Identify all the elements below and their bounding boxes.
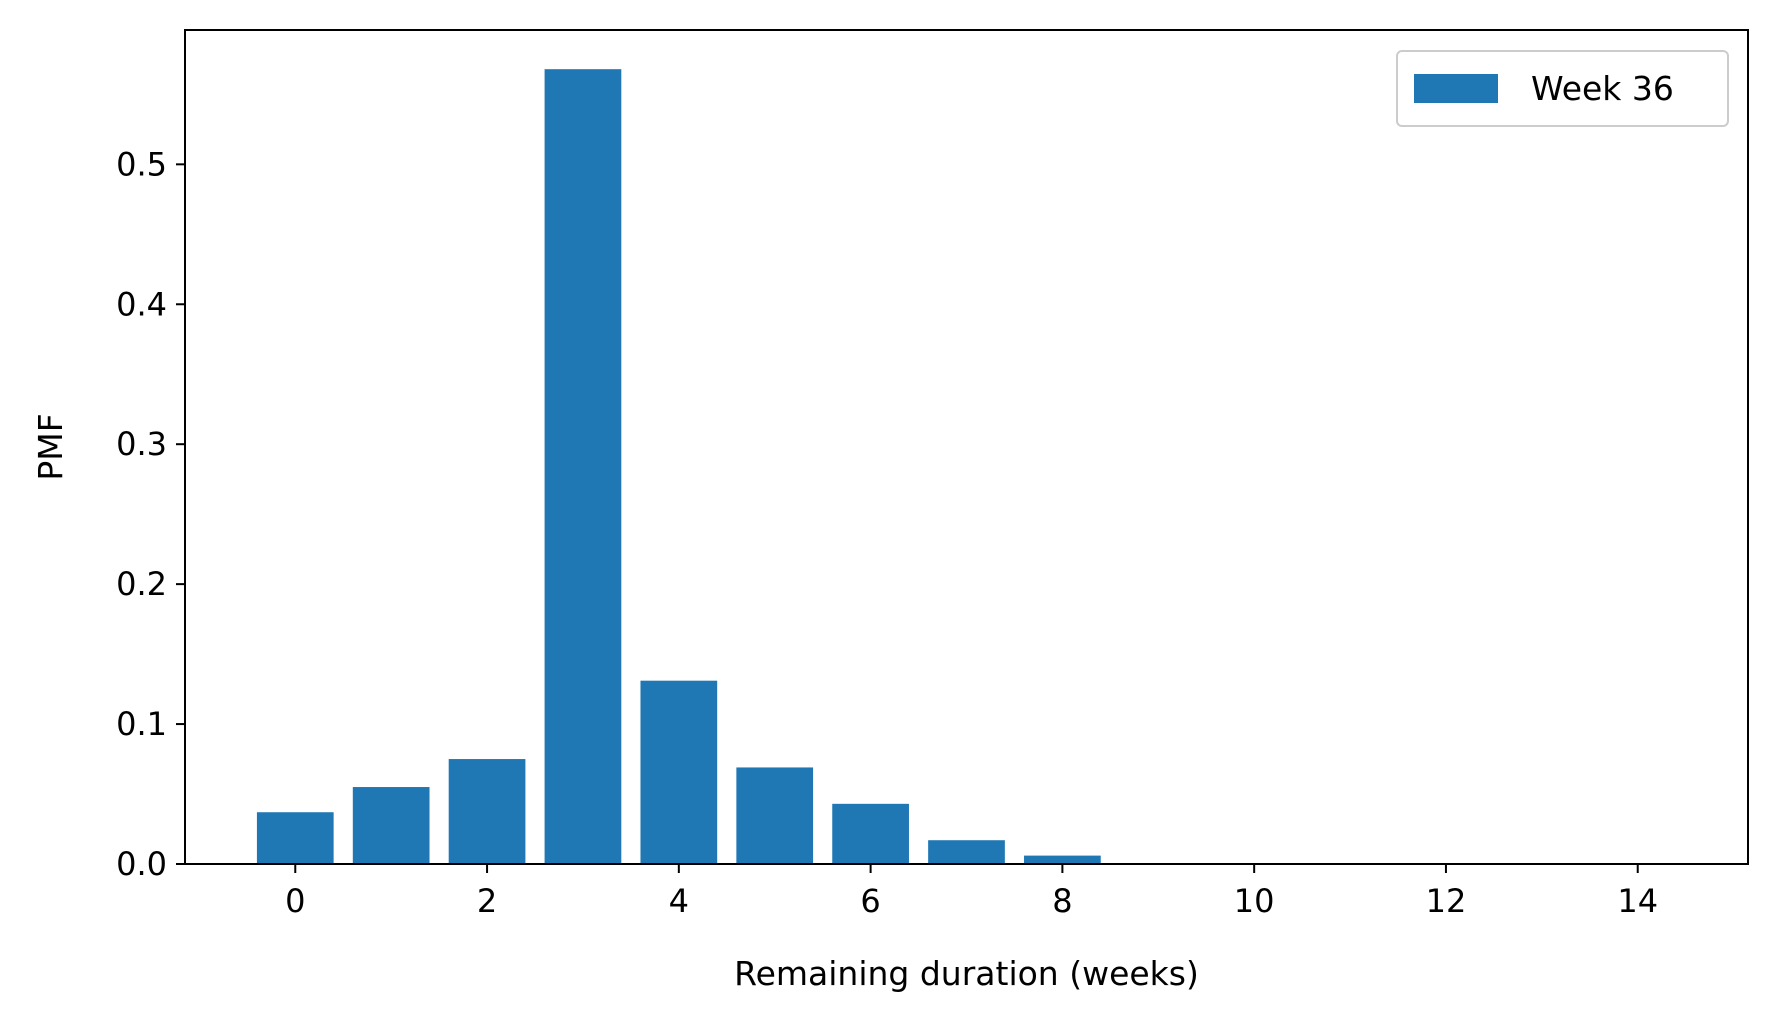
x-tick-label: 12 <box>1426 882 1467 920</box>
x-tick-label: 14 <box>1617 882 1658 920</box>
legend-label: Week 36 <box>1531 69 1674 108</box>
legend-swatch <box>1414 74 1498 103</box>
legend: Week 36 <box>1396 50 1729 127</box>
legend-box <box>1396 50 1729 127</box>
y-tick-label: 0.1 <box>116 705 167 743</box>
x-tick-label: 6 <box>860 882 880 920</box>
x-axis-ticks: 0 2 4 6 8 10 12 14 <box>285 864 1658 920</box>
bar-x-6 <box>832 803 909 864</box>
x-axis-label: Remaining duration (weeks) <box>734 954 1199 993</box>
y-tick-label: 0.2 <box>116 565 167 603</box>
x-tick-label: 10 <box>1234 882 1275 920</box>
y-tick-label: 0.3 <box>116 425 167 463</box>
plot-frame <box>184 29 1749 865</box>
y-tick-label: 0.5 <box>116 145 167 183</box>
bar-x-3 <box>544 69 622 864</box>
y-tick-label: 0.0 <box>116 845 167 883</box>
bar-x-2 <box>448 759 526 864</box>
bar-x-8 <box>1024 855 1101 864</box>
x-tick-label: 4 <box>669 882 689 920</box>
bar-x-5 <box>736 767 814 864</box>
bar-x-4 <box>640 680 718 864</box>
y-axis-ticks: 0.0 0.1 0.2 0.3 0.4 0.5 <box>116 145 185 883</box>
x-tick-label: 8 <box>1052 882 1072 920</box>
x-tick-label: 0 <box>285 882 305 920</box>
bars <box>256 69 1389 864</box>
bar-x-7 <box>928 840 1005 864</box>
bar-x-0 <box>256 812 334 864</box>
y-axis-label: PMF <box>31 413 70 480</box>
y-tick-label: 0.4 <box>116 285 167 323</box>
bar-x-1 <box>352 787 430 864</box>
x-tick-label: 2 <box>477 882 497 920</box>
